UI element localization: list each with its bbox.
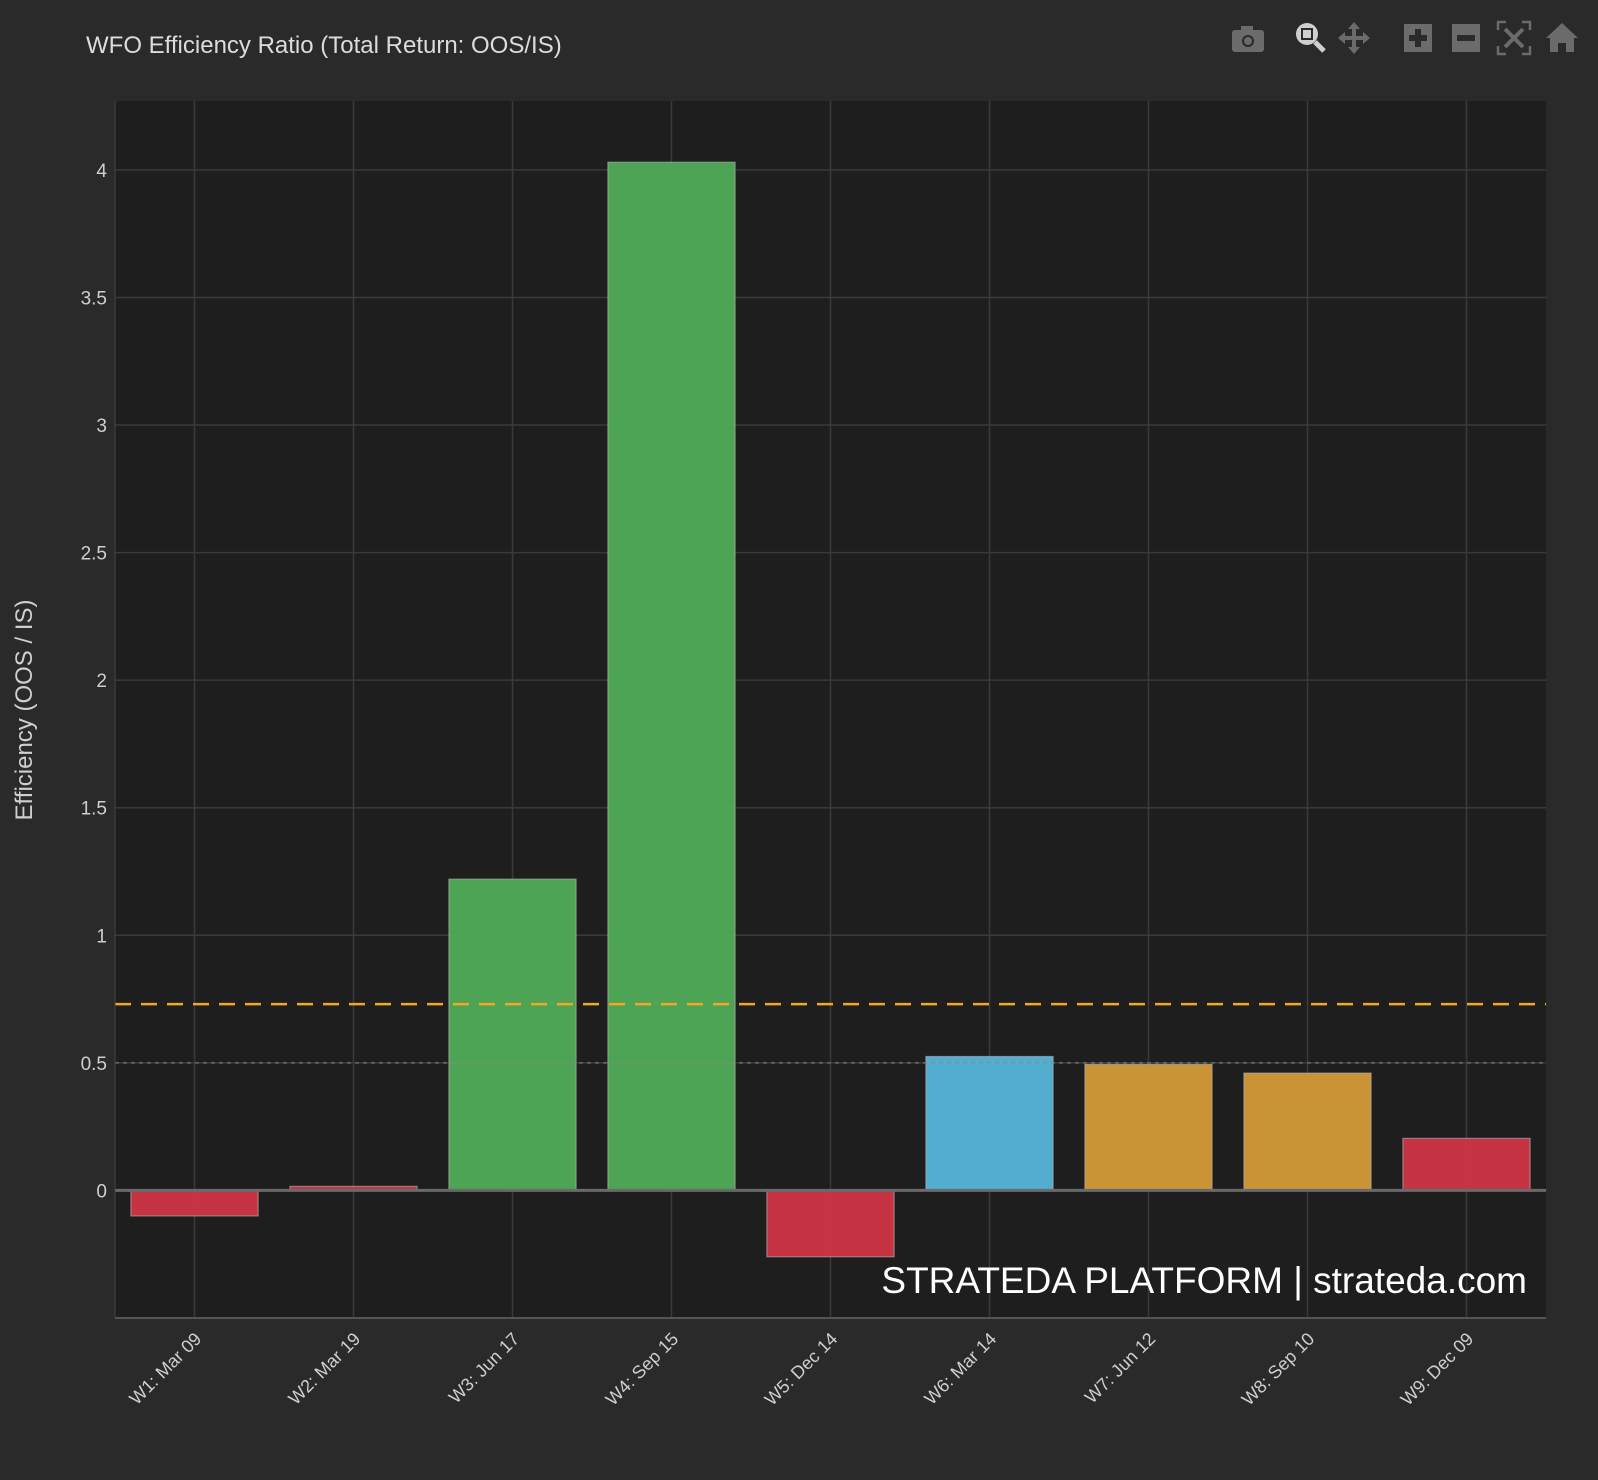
x-tick-label: W6: Mar 14 (920, 1329, 1000, 1409)
bar-7 (1084, 1063, 1213, 1192)
bar-9 (1402, 1137, 1531, 1192)
y-tick-label: 0 (96, 1181, 107, 1202)
y-tick-label: 2.5 (81, 544, 107, 565)
home-icon[interactable] (1542, 18, 1582, 58)
zoom-icon[interactable] (1290, 18, 1330, 58)
y-tick-label: 0.5 (81, 1054, 107, 1075)
x-tick-label: W3: Jun 17 (445, 1329, 524, 1408)
bar-6 (925, 1055, 1054, 1192)
y-axis-title: Efficiency (OOS / IS) (11, 600, 38, 821)
chart-title: WFO Efficiency Ratio (Total Return: OOS/… (86, 32, 562, 59)
x-tick-label: W4: Sep 15 (602, 1329, 683, 1410)
y-tick-label: 4 (96, 161, 107, 182)
x-tick-label: W9: Dec 09 (1397, 1329, 1478, 1410)
zoom-out-icon[interactable] (1446, 18, 1486, 58)
x-tick-label: W1: Mar 09 (125, 1329, 205, 1409)
plot-area (115, 101, 1546, 1318)
camera-icon[interactable] (1228, 18, 1268, 58)
x-tick-label: W8: Sep 10 (1238, 1329, 1319, 1410)
y-tick-label: 3 (96, 416, 107, 437)
y-tick-label: 2 (96, 671, 107, 692)
bar-2 (289, 1185, 418, 1192)
y-tick-label: 1.5 (81, 799, 107, 820)
x-tick-label: W5: Dec 14 (761, 1329, 842, 1410)
bar-3 (448, 878, 577, 1192)
x-tick-label: W7: Jun 12 (1081, 1329, 1160, 1408)
y-tick-label: 3.5 (81, 288, 107, 309)
bar-8 (1243, 1072, 1372, 1192)
autoscale-icon[interactable] (1494, 18, 1534, 58)
bar-5 (766, 1189, 895, 1258)
pan-icon[interactable] (1334, 18, 1374, 58)
bar-4 (607, 161, 736, 1192)
zoom-in-icon[interactable] (1398, 18, 1438, 58)
bar-1 (130, 1189, 259, 1217)
x-tick-label: W2: Mar 19 (284, 1329, 364, 1409)
watermark: STRATEDA PLATFORM | strateda.com (881, 1260, 1527, 1301)
y-tick-label: 1 (96, 926, 107, 947)
